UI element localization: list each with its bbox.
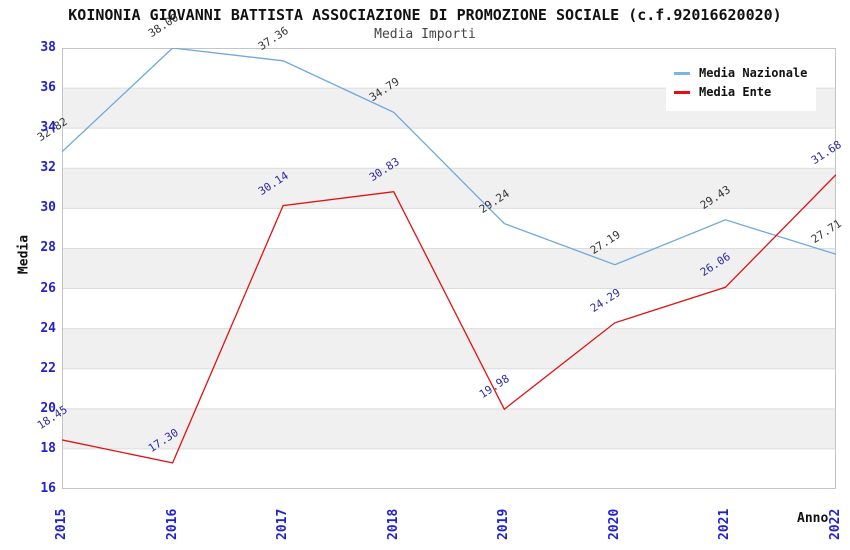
plot-band <box>62 368 836 409</box>
x-tick-label: 2019 <box>496 508 512 540</box>
chart-subtitle: Media Importi <box>374 27 476 42</box>
x-tick-label: 2018 <box>385 508 401 540</box>
y-tick-label: 36 <box>40 80 56 96</box>
chart-legend: Media Nazionale Media Ente <box>666 56 816 111</box>
chart-title: KOINONIA GIOVANNI BATTISTA ASSOCIAZIONE … <box>68 6 782 24</box>
y-tick-label: 18 <box>40 440 56 456</box>
plot-band <box>62 208 836 249</box>
plot-band <box>62 408 836 449</box>
y-axis-title: Media <box>16 234 32 275</box>
plot-band <box>62 288 836 329</box>
x-tick-label: 2017 <box>275 508 291 540</box>
legend-label: Media Nazionale <box>699 66 808 80</box>
x-tick-label: 2022 <box>828 508 843 540</box>
y-tick-label: 26 <box>40 280 56 296</box>
series-line-media-ente <box>62 174 836 464</box>
legend-label: Media Ente <box>699 85 772 99</box>
y-tick-label: 30 <box>40 200 56 216</box>
y-tick-label: 32 <box>40 160 56 176</box>
x-tick-label: 2020 <box>606 508 622 540</box>
y-tick-label: 24 <box>40 320 56 336</box>
plot-band <box>62 328 836 369</box>
plot-border <box>62 48 836 489</box>
legend-item-media-nazionale: Media Nazionale <box>674 66 808 80</box>
legend-swatch-media-nazionale-icon <box>674 71 690 75</box>
y-tick-label: 28 <box>40 240 56 256</box>
y-tick-label: 20 <box>40 400 56 416</box>
plot-band <box>62 248 836 289</box>
plot-band <box>62 168 836 209</box>
plot-band <box>62 448 836 489</box>
x-tick-label: 2021 <box>717 508 733 540</box>
x-axis-title: Anno <box>797 511 829 526</box>
y-tick-label: 16 <box>40 481 56 496</box>
x-tick-label: 2015 <box>54 508 69 540</box>
y-tick-label: 22 <box>40 360 56 376</box>
plot-band <box>62 128 836 169</box>
y-tick-label: 34 <box>40 120 56 136</box>
series-line-media-nazionale <box>62 48 836 266</box>
x-tick-label: 2016 <box>164 508 180 540</box>
legend-swatch-media-ente-icon <box>674 90 690 94</box>
y-tick-label: 38 <box>40 40 56 55</box>
legend-item-media-ente: Media Ente <box>674 85 808 99</box>
